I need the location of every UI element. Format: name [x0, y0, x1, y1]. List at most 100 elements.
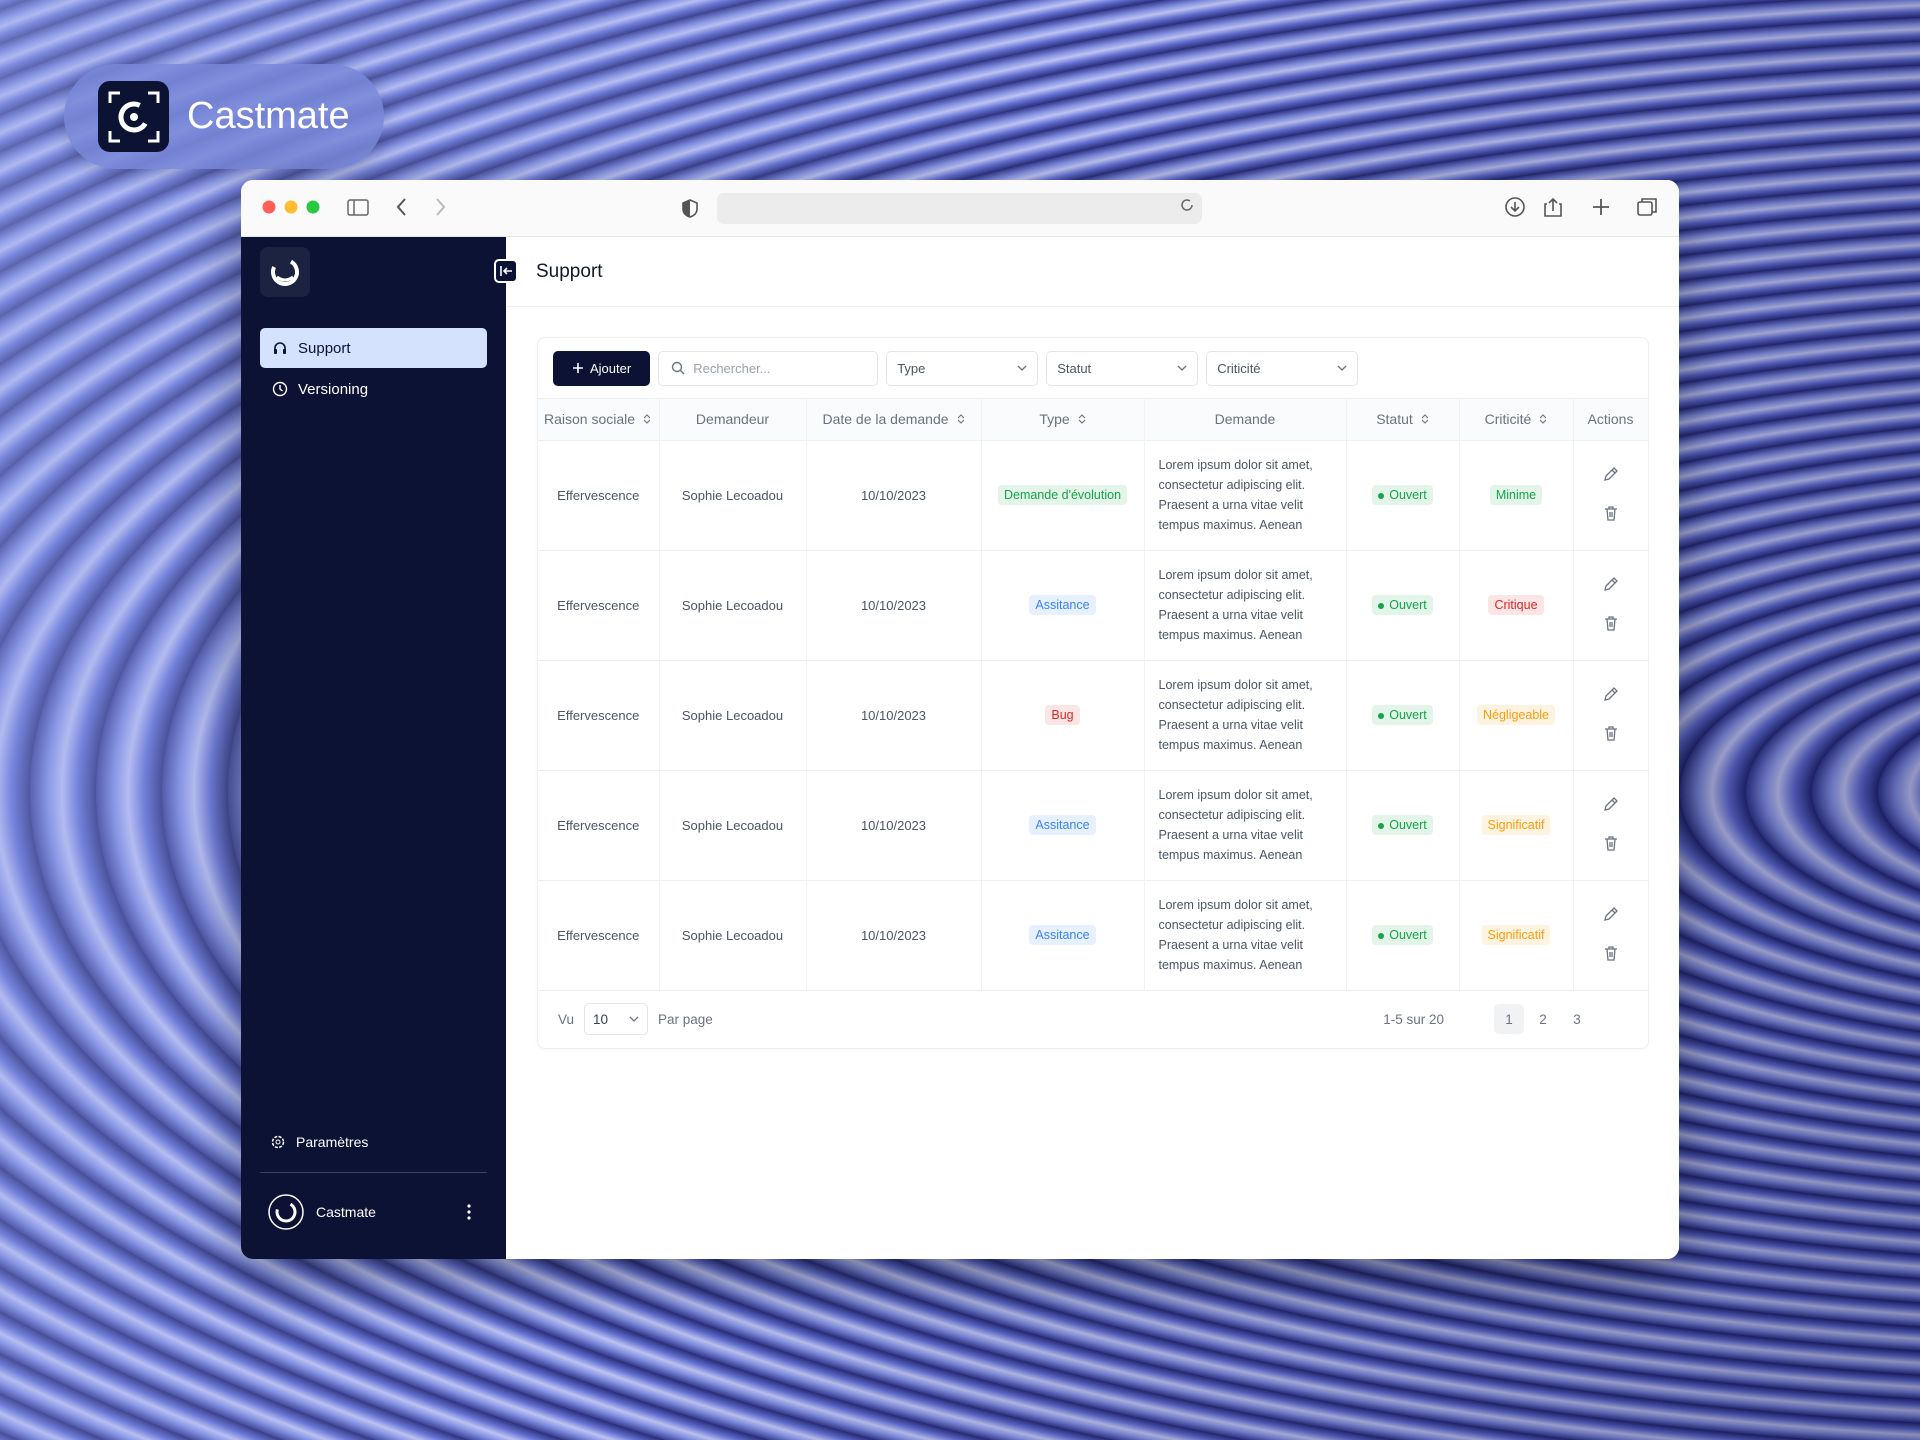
cell-date: 10/10/2023 [806, 660, 982, 771]
settings-label: Paramètres [296, 1134, 369, 1150]
main-content: Support Ajouter Rechercher... Type Statut… [506, 237, 1679, 1259]
filter-select[interactable]: Criticité [1206, 350, 1359, 386]
delete-button[interactable] [1575, 614, 1647, 635]
search-input[interactable]: Rechercher... [658, 350, 879, 386]
column-header: Demandeur [659, 399, 807, 441]
nav-label: Support [298, 339, 351, 357]
toolbar: Ajouter Rechercher... Type Statut Criticit… [538, 338, 1648, 399]
cell-raison: Effervescence [538, 770, 660, 881]
nav-item[interactable]: Support [260, 328, 487, 368]
cell-actions [1573, 440, 1649, 551]
cell-raison: Effervescence [538, 660, 660, 771]
delete-button[interactable] [1575, 944, 1647, 965]
page-button[interactable]: 3 [1573, 1011, 1581, 1027]
badge: Demande d'évolution [997, 485, 1128, 505]
cell-demande: Lorem ipsum dolor sit amet, consectetur … [1144, 660, 1347, 771]
search-placeholder: Rechercher... [693, 360, 771, 376]
cell-criticite: Minime [1459, 440, 1574, 551]
filter-label: Type [897, 360, 926, 376]
badge: Ouvert [1372, 705, 1433, 725]
cell-demande: Lorem ipsum dolor sit amet, consectetur … [1144, 550, 1347, 661]
delete-button[interactable] [1575, 724, 1647, 745]
cell-statut: Ouvert [1346, 880, 1460, 991]
badge: Minime [1489, 485, 1543, 505]
cell-type: Assitance [981, 550, 1145, 661]
delete-button[interactable] [1575, 504, 1647, 525]
edit-button[interactable] [1575, 575, 1647, 596]
user-menu[interactable]: Castmate [260, 1193, 487, 1231]
support-table: Raison sociale Demandeur Date de la demand… [538, 399, 1649, 991]
column-header[interactable]: Criticité [1459, 399, 1574, 441]
cell-actions [1573, 880, 1649, 991]
badge: Assitance [1029, 925, 1096, 945]
column-header[interactable]: Type [981, 399, 1145, 441]
filters: Type Statut Criticité [886, 350, 1359, 386]
column-header[interactable]: Statut [1346, 399, 1460, 441]
delete-button[interactable] [1575, 834, 1647, 855]
cell-date: 10/10/2023 [806, 440, 982, 551]
cell-actions [1573, 770, 1649, 881]
badge: Assitance [1029, 815, 1096, 835]
cell-type: Assitance [981, 880, 1145, 991]
edit-button[interactable] [1575, 795, 1647, 816]
filter-select[interactable]: Statut [1046, 350, 1199, 386]
cell-type: Bug [981, 660, 1145, 771]
browser-window: Support Versioning Paramètres Castmate Su… [241, 180, 1679, 1259]
filter-select[interactable]: Type [886, 350, 1039, 386]
badge: Significatif [1481, 815, 1551, 835]
column-header: Demande [1144, 399, 1347, 441]
nav-label: Versioning [298, 380, 369, 398]
cell-statut: Ouvert [1346, 440, 1460, 551]
cell-statut: Ouvert [1346, 550, 1460, 661]
badge: Critique [1488, 595, 1544, 615]
edit-button[interactable] [1575, 685, 1647, 706]
edit-button[interactable] [1575, 465, 1647, 486]
cell-statut: Ouvert [1346, 660, 1460, 771]
cell-demandeur: Sophie Lecoadou [659, 880, 807, 991]
column-label: Type [1039, 411, 1070, 428]
status-dot [1378, 492, 1385, 499]
per-page-select[interactable]: 10 [584, 1003, 649, 1035]
table-row: Effervescence Sophie Lecoadou 10/10/2023 As… [538, 880, 1649, 991]
per-page-label: Par page [658, 1011, 713, 1027]
column-label: Actions [1587, 411, 1634, 428]
add-label: Ajouter [590, 360, 632, 376]
cell-criticite: Négligeable [1459, 660, 1574, 771]
settings-link[interactable]: Paramètres [260, 1127, 368, 1157]
cell-demande: Lorem ipsum dolor sit amet, consectetur … [1144, 770, 1347, 881]
cell-date: 10/10/2023 [806, 770, 982, 881]
column-header[interactable]: Date de la demande [806, 399, 982, 441]
per-page-value: 10 [593, 1011, 609, 1027]
nav-item[interactable]: Versioning [260, 369, 487, 409]
cell-demandeur: Sophie Lecoadou [659, 440, 807, 551]
cell-criticite: Significatif [1459, 880, 1574, 991]
table-body: Effervescence Sophie Lecoadou 10/10/2023 De… [538, 440, 1649, 991]
column-label: Raison sociale [544, 411, 636, 428]
cell-actions [1573, 550, 1649, 661]
cell-type: Demande d'évolution [981, 440, 1145, 551]
column-header: Actions [1573, 399, 1649, 441]
cell-criticite: Critique [1459, 550, 1574, 661]
status-dot [1378, 822, 1385, 829]
page-button[interactable]: 2 [1539, 1011, 1547, 1027]
edit-button[interactable] [1575, 905, 1647, 926]
page-button[interactable]: 1 [1494, 1004, 1524, 1034]
range-label: 1-5 sur 20 [1383, 1011, 1444, 1027]
column-label: Demande [1214, 411, 1276, 428]
seen-label: Vu [558, 1011, 575, 1027]
table-card: Ajouter Rechercher... Type Statut Criticit… [537, 337, 1649, 1049]
column-header[interactable]: Raison sociale [538, 399, 660, 441]
cell-raison: Effervescence [538, 550, 660, 661]
cell-raison: Effervescence [538, 880, 660, 991]
page-title: Support [536, 260, 603, 282]
cell-actions [1573, 660, 1649, 771]
status-dot [1378, 932, 1385, 939]
header-row: Raison sociale Demandeur Date de la demand… [538, 399, 1649, 441]
add-button[interactable]: Ajouter [553, 350, 651, 386]
browser-controls [262, 193, 1657, 224]
collapse-button[interactable] [494, 259, 518, 283]
cell-demande: Lorem ipsum dolor sit amet, consectetur … [1144, 440, 1347, 551]
